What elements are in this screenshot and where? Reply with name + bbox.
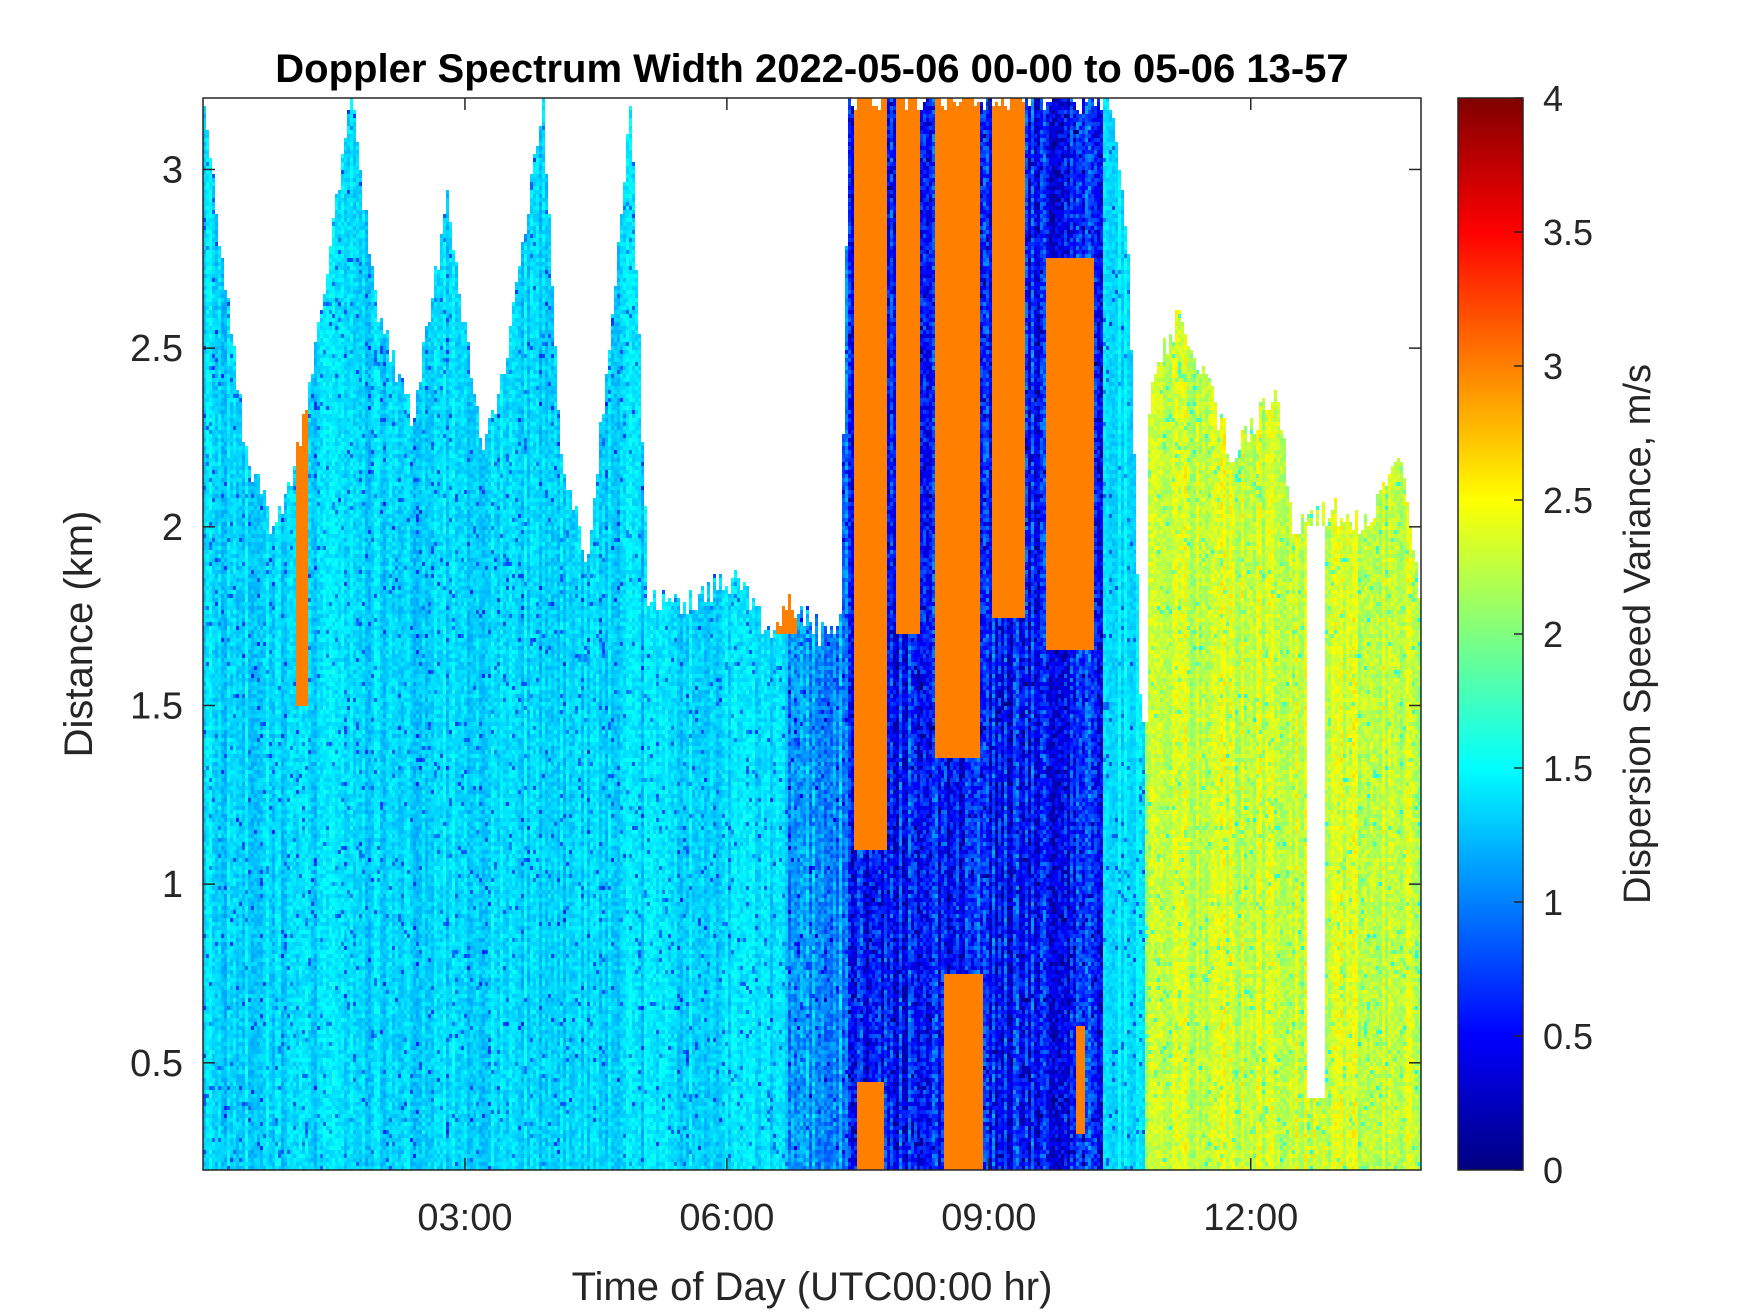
y-tick-label: 1 [162, 864, 183, 906]
colorbar-gradient [1457, 97, 1524, 1171]
colorbar-tick-label: 4 [1543, 78, 1563, 119]
colorbar-tick-label: 1 [1543, 882, 1563, 923]
colorbar-tick-label: 1.5 [1543, 748, 1593, 789]
heatmap-raster [203, 98, 1421, 1170]
plot-frame [202, 97, 1422, 1171]
x-tick-label: 09:00 [941, 1197, 1036, 1239]
colorbar-tick-label: 3 [1543, 346, 1563, 387]
colorbar: 0 0.5 1 1.5 2 2.5 3 3.5 4 Dispersion Speed Varia… [1457, 78, 1659, 1191]
colorbar-tick-label: 2 [1543, 614, 1563, 655]
colorbar-label: Dispersion Speed Variance, m/s [1617, 364, 1659, 904]
colorbar-ticks: 0 0.5 1 1.5 2 2.5 3 3.5 4 [1514, 78, 1593, 1191]
x-axis-ticks: 03:00 06:00 09:00 12:00 [417, 98, 1298, 1239]
y-tick-label: 1.5 [130, 685, 183, 727]
heatmap-plot-area [202, 97, 1422, 1171]
x-tick-label: 12:00 [1203, 1197, 1298, 1239]
y-tick-label: 2.5 [130, 328, 183, 370]
x-tick-label: 06:00 [679, 1197, 774, 1239]
colorbar-tick-label: 0.5 [1543, 1016, 1593, 1057]
chart-title: Doppler Spectrum Width 2022-05-06 00-00 … [275, 47, 1348, 91]
y-axis-ticks: 0.5 1 1.5 2 2.5 3 [130, 149, 1421, 1085]
x-axis-label: Time of Day (UTC00:00 hr) [572, 1265, 1053, 1309]
y-tick-label: 0.5 [130, 1043, 183, 1085]
colorbar-tick-label: 3.5 [1543, 212, 1593, 253]
y-tick-label: 3 [162, 149, 183, 191]
x-tick-label: 03:00 [417, 1197, 512, 1239]
y-tick-label: 2 [162, 507, 183, 549]
y-axis-label: Distance (km) [57, 511, 101, 758]
colorbar-tick-label: 2.5 [1543, 480, 1593, 521]
colorbar-tick-label: 0 [1543, 1150, 1563, 1191]
